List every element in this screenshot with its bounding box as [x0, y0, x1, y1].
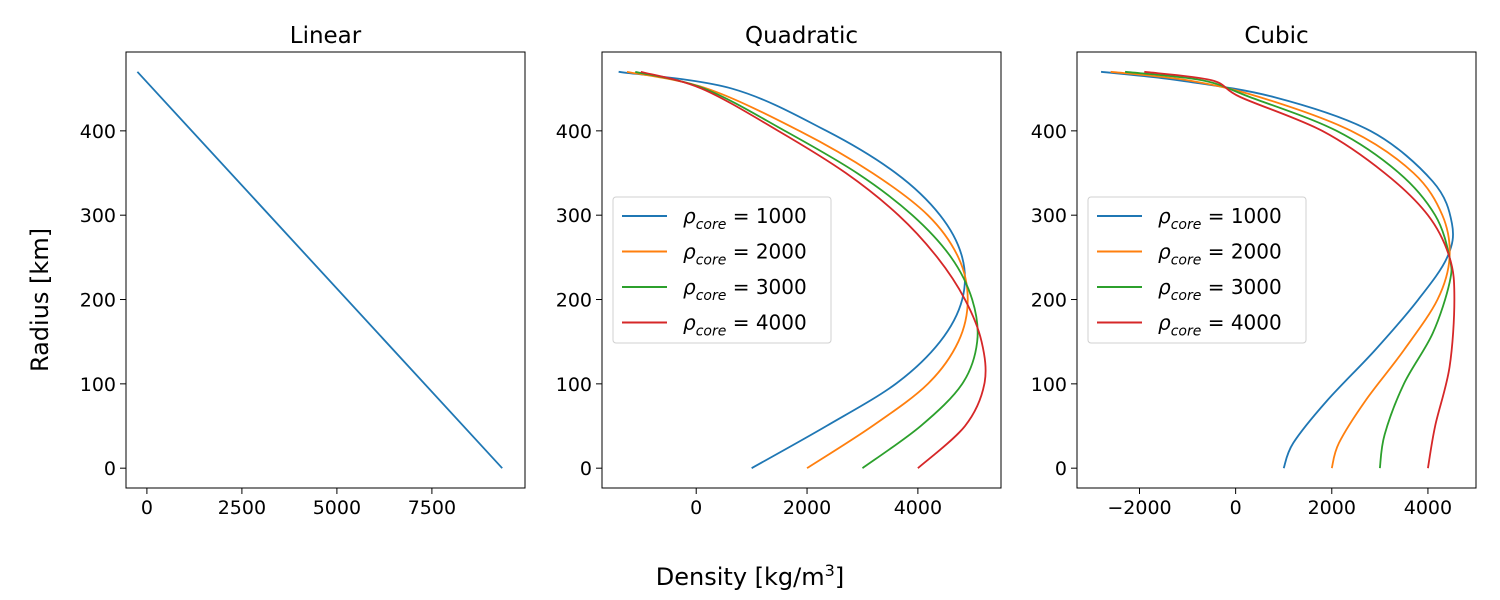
y-tick-label: 0	[1055, 458, 1067, 480]
legend-value: = 4000	[1201, 311, 1281, 335]
y-tick-label: 300	[1031, 205, 1067, 227]
subplots: Linear 0 2500 5000 7500 0 100 200 300 400 Quadrati…	[80, 23, 1477, 519]
y-tick-label: 100	[80, 374, 116, 396]
legend-symbol: ρ	[683, 240, 696, 264]
legend-value: = 2000	[726, 240, 806, 264]
series-line-4	[1144, 70, 1456, 469]
series-line-2	[626, 70, 969, 469]
x-tick-label: 4000	[1404, 497, 1452, 519]
xlabel-end: ]	[835, 563, 844, 591]
series-line-1	[136, 71, 503, 469]
plot-area	[1076, 51, 1477, 489]
x-tick-label: 0	[141, 497, 153, 519]
y-tick-label: 300	[556, 205, 592, 227]
legend-frame	[612, 196, 832, 344]
legend-subscript: core	[696, 288, 727, 304]
series-line-3	[635, 70, 979, 469]
legend-symbol: ρ	[683, 311, 696, 335]
x-tick-label: 5000	[313, 497, 361, 519]
legend-label: ρcore = 2000	[1158, 240, 1282, 269]
legend-symbol: ρ	[683, 275, 696, 299]
x-tick-label: 0	[690, 497, 702, 519]
legend-symbol: ρ	[1158, 311, 1171, 335]
subplot-title: Cubic	[1244, 23, 1308, 49]
x-tick-label: 2500	[218, 497, 266, 519]
xlabel-text: Density [kg/m	[656, 563, 825, 591]
y-tick-label: 0	[104, 458, 116, 480]
x-tick-label: 2000	[783, 497, 831, 519]
y-tick-label: 100	[1031, 374, 1067, 396]
y-tick-label: 200	[556, 290, 592, 312]
legend-value: = 3000	[726, 275, 806, 299]
series-line-3	[1124, 70, 1453, 469]
y-tick-label: 200	[80, 290, 116, 312]
figure-ylabel: Radius [km]	[26, 228, 54, 372]
legend-label: ρcore = 1000	[683, 204, 807, 233]
legend-value: = 3000	[1201, 275, 1281, 299]
legend-symbol: ρ	[1158, 204, 1171, 228]
legend-symbol: ρ	[1158, 275, 1171, 299]
legend-label: ρcore = 4000	[683, 311, 807, 340]
x-tick-label: 7500	[408, 497, 456, 519]
subplot-linear: Linear 0 2500 5000 7500 0 100 200 300 400	[80, 23, 526, 519]
figure-xlabel: Density [kg/m3]	[656, 561, 844, 591]
y-tick-label: 0	[580, 458, 592, 480]
series-line-4	[640, 70, 987, 469]
series-line-1	[1100, 70, 1454, 469]
legend-subscript: core	[1171, 288, 1202, 304]
legend-subscript: core	[696, 324, 727, 340]
legend-frame	[1087, 196, 1307, 344]
legend-label: ρcore = 4000	[1158, 311, 1282, 340]
series-line-1	[618, 70, 966, 469]
legend-label: ρcore = 1000	[1158, 204, 1282, 233]
legend-subscript: core	[696, 253, 727, 269]
subplot-title: Quadratic	[745, 23, 858, 49]
x-tick-label: 4000	[894, 497, 942, 519]
legend-subscript: core	[1171, 253, 1202, 269]
legend-label: ρcore = 3000	[683, 275, 807, 304]
y-tick-label: 200	[1031, 290, 1067, 312]
y-tick-label: 400	[556, 121, 592, 143]
y-tick-label: 300	[80, 205, 116, 227]
legend-subscript: core	[1171, 217, 1202, 233]
legend-subscript: core	[696, 217, 727, 233]
legend-label: ρcore = 2000	[683, 240, 807, 269]
legend-subscript: core	[1171, 324, 1202, 340]
xlabel-superscript: 3	[825, 561, 835, 580]
legend-symbol: ρ	[1158, 240, 1171, 264]
x-tick-label: 2000	[1308, 497, 1356, 519]
subplot-title: Linear	[290, 23, 362, 49]
x-tick-label: −2000	[1107, 497, 1171, 519]
y-tick-label: 400	[1031, 121, 1067, 143]
legend-label: ρcore = 3000	[1158, 275, 1282, 304]
x-tick-label: 0	[1230, 497, 1242, 519]
plot-area	[125, 51, 526, 489]
y-tick-label: 100	[556, 374, 592, 396]
plot-area	[601, 51, 1002, 489]
legend-value: = 2000	[1201, 240, 1281, 264]
y-tick-label: 400	[80, 121, 116, 143]
series-line-2	[1110, 70, 1451, 469]
legend-value: = 4000	[726, 311, 806, 335]
legend-value: = 1000	[726, 204, 806, 228]
legend-value: = 1000	[1201, 204, 1281, 228]
legend-symbol: ρ	[683, 204, 696, 228]
